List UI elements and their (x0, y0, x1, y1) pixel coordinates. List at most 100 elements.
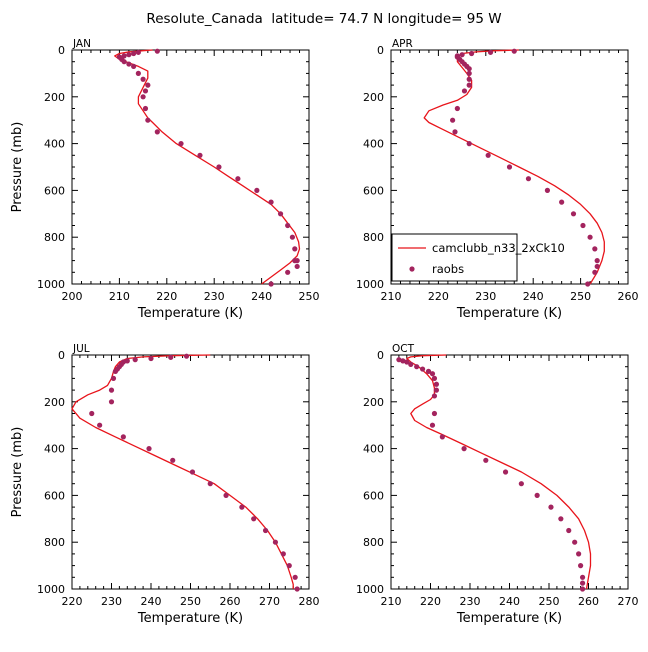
data-point (487, 49, 494, 55)
x-tick-label: 210 (381, 290, 402, 303)
x-tick-label: 250 (570, 290, 591, 303)
y-tick-label: 1000 (37, 583, 65, 596)
data-point (483, 457, 489, 463)
panel-label: JUL (72, 343, 90, 355)
x-tick-label: 230 (475, 290, 496, 303)
data-point (110, 375, 117, 381)
data-point (558, 516, 564, 522)
data-point (131, 50, 137, 57)
data-point (425, 368, 432, 374)
x-tick-label: 240 (141, 595, 162, 608)
data-point (587, 234, 593, 240)
data-point (135, 70, 141, 76)
x-tick-label: 220 (156, 290, 177, 303)
x-tick-label: 270 (618, 595, 639, 608)
data-point (89, 410, 95, 417)
data-point (251, 516, 257, 522)
x-tick-label: 220 (62, 595, 83, 608)
data-point (592, 269, 598, 275)
x-axis-label: Temperature (K) (137, 306, 243, 321)
data-point (197, 152, 203, 158)
data-point (154, 48, 160, 54)
y-tick-label: 600 (44, 489, 65, 502)
data-point (140, 94, 146, 100)
data-point (396, 357, 402, 363)
panel-jul: 220 230 240 250 260 270 280 0 200 400 600 800 1000 JU… (10, 343, 320, 626)
x-tick-label: 210 (381, 595, 402, 608)
data-point (431, 393, 438, 399)
data-point (466, 82, 472, 88)
data-point (506, 164, 513, 170)
data-point (548, 504, 554, 510)
data-point (262, 527, 269, 534)
data-point (189, 469, 196, 475)
x-tick-label: 240 (499, 595, 520, 608)
x-tick-label: 230 (101, 595, 122, 608)
data-point (126, 61, 132, 67)
data-point (292, 246, 298, 252)
data-point (168, 354, 174, 360)
y-tick-label: 200 (363, 91, 384, 104)
data-point (450, 117, 456, 123)
data-point (272, 539, 279, 545)
data-point (277, 211, 284, 217)
data-point (146, 446, 152, 452)
data-point (431, 410, 438, 417)
y-tick-label: 1000 (37, 278, 65, 291)
data-point (239, 504, 245, 510)
x-tick-label: 230 (460, 595, 481, 608)
panel-oct: 210 220 230 240 250 260 270 0 200 400 600 800 1000 OC… (356, 343, 639, 626)
data-point (579, 580, 586, 586)
y-tick-label: 1000 (356, 278, 384, 291)
y-axis-label: Pressure (mb) (10, 427, 25, 518)
series-line (423, 49, 605, 285)
data-point (154, 129, 160, 135)
data-point (124, 358, 130, 364)
data-point (429, 371, 436, 377)
data-point (294, 586, 300, 592)
data-point (285, 222, 291, 229)
legend-label: camclubb_n33_2xCk10 (432, 241, 565, 255)
data-point (145, 117, 151, 123)
series-line (71, 354, 294, 589)
data-point (289, 234, 296, 240)
data-point (140, 76, 146, 82)
y-tick-label: 800 (363, 536, 384, 549)
data-point (135, 49, 141, 55)
data-point (452, 129, 458, 135)
data-point (108, 399, 115, 405)
x-tick-label: 250 (539, 595, 560, 608)
data-point (580, 222, 586, 229)
data-point (461, 446, 467, 452)
y-tick-label: 0 (58, 349, 65, 362)
y-tick-label: 600 (363, 489, 384, 502)
data-point (454, 105, 460, 112)
legend-box (391, 233, 518, 282)
x-tick-label: 240 (523, 290, 544, 303)
y-tick-label: 800 (363, 231, 384, 244)
x-tick-label: 210 (109, 290, 130, 303)
x-tick-label: 260 (578, 595, 599, 608)
data-point (108, 387, 115, 393)
data-point (414, 364, 420, 370)
data-point (461, 88, 468, 94)
x-tick-label: 200 (62, 290, 83, 303)
data-point (400, 358, 406, 364)
data-point (594, 258, 600, 264)
data-point (183, 353, 190, 359)
data-point (132, 357, 138, 363)
y-tick-label: 400 (363, 443, 384, 456)
x-tick-label: 270 (259, 595, 280, 608)
panel-jan: 200 210 220 230 240 250 0 200 400 600 800 1000 JAN Te… (10, 38, 320, 321)
y-tick-label: 800 (44, 231, 65, 244)
x-axis-label: Temperature (K) (137, 611, 243, 626)
y-tick-label: 400 (363, 138, 384, 151)
y-tick-label: 0 (377, 44, 384, 57)
y-tick-label: 800 (44, 536, 65, 549)
data-point (254, 187, 260, 193)
data-point (511, 48, 517, 54)
data-point (121, 59, 127, 65)
data-point (286, 563, 292, 569)
data-point (148, 355, 154, 362)
